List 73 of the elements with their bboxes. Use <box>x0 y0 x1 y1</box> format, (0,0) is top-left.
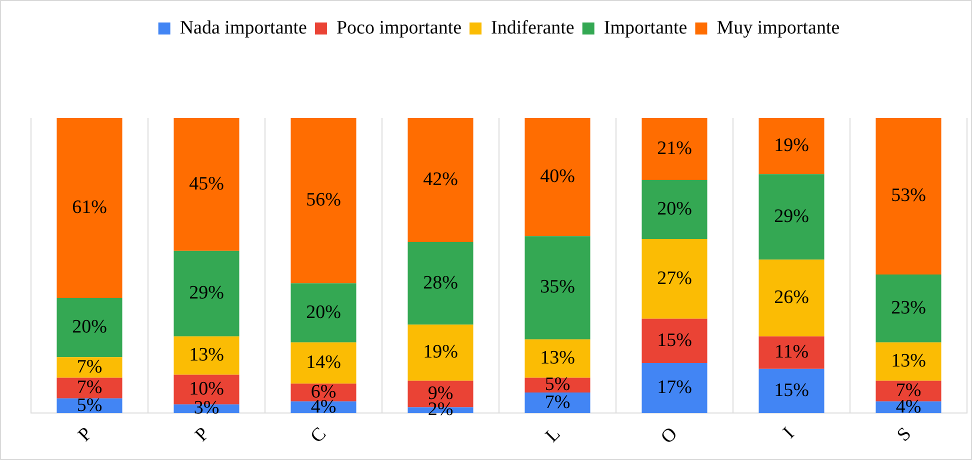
bar <box>642 118 708 180</box>
bar <box>408 118 474 242</box>
x-tick-label: C <box>306 423 331 448</box>
bar <box>174 118 240 251</box>
data-label: 28% <box>423 272 458 294</box>
bar <box>524 118 590 236</box>
x-tick-label: L <box>542 423 565 447</box>
data-label: 21% <box>657 138 692 159</box>
x-tick-label: S <box>893 423 916 446</box>
data-label: 15% <box>657 330 692 351</box>
data-label: 4% <box>896 396 922 418</box>
x-tick-label: P <box>74 423 97 446</box>
data-label: 35% <box>540 276 576 298</box>
legend-label: Muy importante <box>716 17 840 38</box>
data-label: 15% <box>774 380 810 402</box>
data-label: 17% <box>657 377 692 398</box>
data-label: 19% <box>774 135 810 156</box>
data-label: 29% <box>189 282 224 304</box>
bar <box>758 336 824 369</box>
x-tick-label: P <box>191 423 214 446</box>
x-tick-label: I <box>779 423 799 443</box>
data-label: 26% <box>774 287 810 308</box>
data-label: 11% <box>774 342 809 363</box>
bar <box>56 378 122 398</box>
bar <box>642 318 708 363</box>
bar <box>758 174 824 260</box>
bar <box>290 342 356 384</box>
data-label: 13% <box>189 344 224 366</box>
data-label: 45% <box>189 173 224 194</box>
bar <box>174 336 240 375</box>
bar <box>758 368 824 414</box>
data-label: 29% <box>774 206 810 227</box>
bar <box>524 236 590 340</box>
bar <box>876 118 942 274</box>
legend-label: Nada importante <box>180 17 307 38</box>
bar <box>56 298 122 358</box>
legend-label: Indiferante <box>491 17 574 38</box>
data-label: 20% <box>72 316 108 338</box>
x-tick-label: O <box>657 423 682 448</box>
data-label: 20% <box>306 302 342 323</box>
bar <box>56 357 122 378</box>
data-label: 20% <box>657 198 692 220</box>
data-label: 10% <box>189 378 224 400</box>
bar <box>290 283 356 342</box>
bar <box>642 239 708 319</box>
bar <box>174 250 240 336</box>
bar <box>408 242 474 325</box>
bar <box>876 380 942 402</box>
data-label: 13% <box>891 350 926 372</box>
data-label: 19% <box>423 342 458 363</box>
data-label: 40% <box>540 166 576 188</box>
legend-label: Poco importante <box>336 17 462 38</box>
data-label: 53% <box>891 185 926 206</box>
data-label: 13% <box>540 348 576 369</box>
bar <box>642 362 708 414</box>
data-label: 42% <box>423 168 458 190</box>
bar <box>56 118 122 298</box>
bar <box>524 392 590 414</box>
bar <box>290 118 356 284</box>
data-label: 61% <box>72 197 108 218</box>
data-label: 14% <box>306 352 342 373</box>
legend-label: Importante <box>604 17 688 38</box>
bar <box>408 324 474 381</box>
bar <box>758 260 824 336</box>
bar <box>758 118 824 174</box>
bar <box>524 339 590 378</box>
bar <box>876 274 942 342</box>
data-label: 27% <box>657 268 692 289</box>
data-label: 7% <box>76 356 102 378</box>
data-label: 56% <box>306 190 342 211</box>
bar <box>876 342 942 381</box>
data-label: 23% <box>891 297 926 318</box>
bar <box>642 180 708 240</box>
